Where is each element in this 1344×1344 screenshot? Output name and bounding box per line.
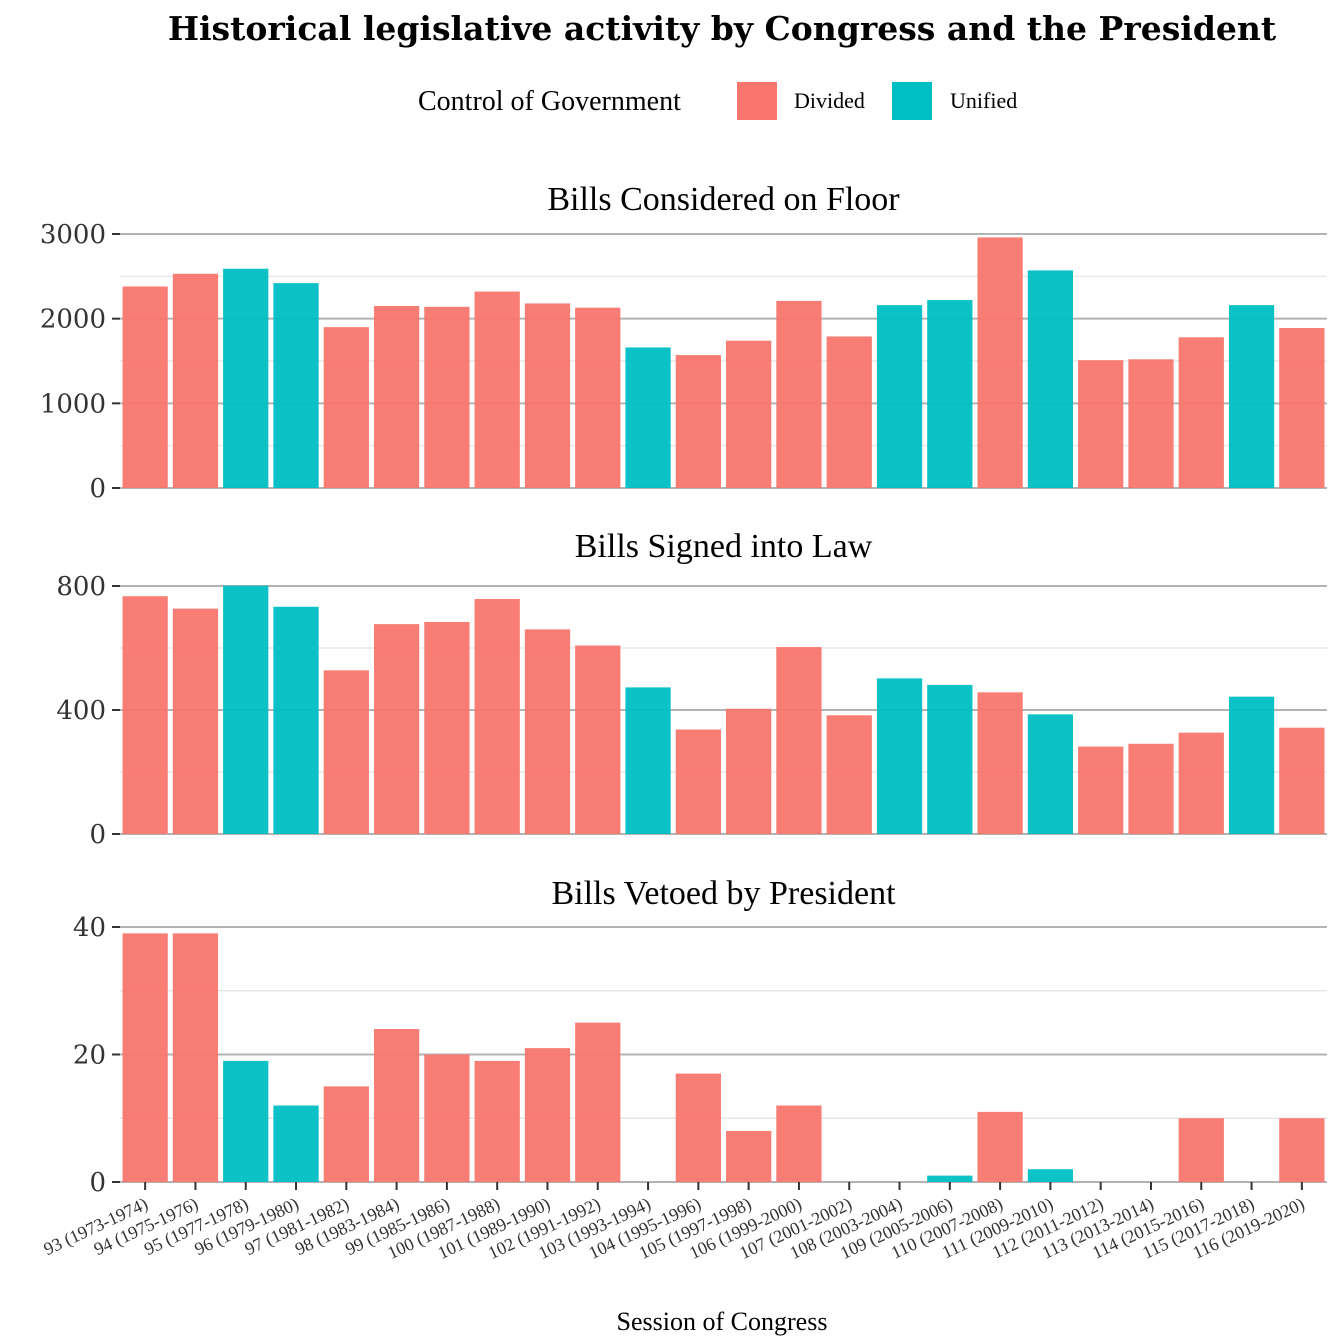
bar-2-14 [776, 647, 822, 834]
bar-2-5 [323, 670, 369, 834]
bar-1-22 [1178, 337, 1224, 488]
legend-label-divided: Divided [794, 88, 865, 113]
panel-title-1: Bills Considered on Floor [547, 181, 900, 218]
bar-2-11 [625, 687, 671, 834]
bar-2-15 [826, 715, 872, 834]
bar-1-14 [776, 300, 822, 488]
chart-title: Historical legislative activity by Congr… [168, 9, 1277, 48]
bar-3-7 [424, 1054, 470, 1182]
bar-1-4 [273, 283, 319, 488]
panel-title-3: Bills Vetoed by President [551, 875, 896, 912]
panels: Bills Considered on Floor0100020003000Bi… [40, 181, 1327, 1198]
bar-1-20 [1078, 360, 1124, 488]
bar-2-10 [575, 645, 621, 834]
legend: Control of Government Divided Unified [418, 82, 1017, 120]
bar-1-24 [1279, 327, 1325, 488]
bar-2-19 [1027, 714, 1074, 834]
panel-3: Bills Vetoed by President 0 20 40 [73, 875, 1327, 1198]
x-axis-label: Session of Congress [617, 1307, 828, 1336]
bar-2-12 [675, 729, 721, 834]
bar-2-16 [876, 678, 923, 834]
bar-1-19 [1027, 270, 1074, 488]
bar-1-13 [726, 340, 772, 488]
x-axis: 93 (1973-1974)94 (1975-1976)95 (1977-197… [40, 1182, 1308, 1264]
bar-1-1 [122, 286, 168, 488]
bar-3-19 [1027, 1169, 1074, 1182]
bar-3-22 [1178, 1118, 1224, 1182]
bar-3-6 [373, 1029, 420, 1182]
bar-2-2 [172, 608, 219, 834]
bar-1-11 [625, 347, 671, 488]
bar-1-9 [524, 303, 571, 488]
bar-2-7 [424, 621, 470, 834]
bar-1-17 [927, 300, 973, 488]
bar-2-20 [1078, 746, 1124, 834]
bar-3-9 [524, 1048, 571, 1182]
bar-3-24 [1279, 1118, 1325, 1182]
bar-1-6 [373, 305, 420, 488]
bar-2-9 [524, 629, 571, 834]
bar-2-23 [1228, 696, 1275, 834]
bar-3-17 [927, 1175, 973, 1182]
bar-1-18 [977, 237, 1023, 488]
y-tick-label: 40 [73, 913, 106, 943]
bar-2-3 [223, 585, 269, 834]
legend-title: Control of Government [418, 86, 681, 117]
y-tick-label: 3000 [40, 220, 106, 250]
bar-3-5 [323, 1086, 369, 1182]
y-tick-label: 0 [89, 474, 106, 504]
bar-3-8 [474, 1060, 520, 1182]
bar-1-12 [675, 355, 721, 488]
bar-3-14 [776, 1105, 822, 1182]
y-tick-label: 20 [73, 1041, 106, 1071]
bar-3-12 [675, 1073, 721, 1182]
bar-2-6 [373, 624, 420, 834]
bar-1-21 [1128, 359, 1174, 488]
bar-1-8 [474, 291, 520, 488]
bar-1-7 [424, 306, 470, 488]
bar-2-17 [927, 684, 973, 834]
bar-1-16 [876, 305, 923, 488]
bar-2-8 [474, 599, 520, 834]
bar-2-18 [977, 692, 1023, 834]
bar-3-1 [122, 933, 168, 1182]
legend-swatch-unified [892, 82, 932, 120]
bar-2-22 [1178, 732, 1224, 834]
legend-label-unified: Unified [950, 88, 1017, 113]
y-tick-label: 0 [89, 1168, 106, 1198]
bar-1-2 [172, 273, 219, 488]
bar-3-2 [172, 933, 219, 1182]
bar-2-21 [1128, 743, 1174, 834]
y-tick-label: 1000 [40, 389, 106, 419]
bar-1-3 [223, 268, 269, 488]
bar-1-5 [323, 327, 369, 488]
bar-3-10 [575, 1022, 621, 1182]
bar-2-24 [1279, 727, 1325, 834]
bar-1-10 [575, 307, 621, 488]
bar-2-4 [273, 606, 319, 834]
bar-2-13 [726, 708, 772, 834]
bar-3-4 [273, 1105, 319, 1182]
bar-3-13 [726, 1131, 772, 1182]
bar-2-1 [122, 596, 168, 834]
y-tick-label: 2000 [40, 305, 106, 335]
panel-2: Bills Signed into Law 0 400 800 [56, 528, 1327, 850]
y-tick-label: 400 [56, 696, 106, 726]
y-tick-label: 800 [56, 572, 106, 602]
bar-3-3 [223, 1060, 269, 1182]
bar-1-15 [826, 336, 872, 488]
y-tick-label: 0 [89, 820, 106, 850]
bar-1-23 [1228, 305, 1275, 488]
panel-title-2: Bills Signed into Law [575, 528, 873, 565]
bar-3-18 [977, 1111, 1023, 1182]
legend-swatch-divided [737, 82, 777, 120]
panel-1: Bills Considered on Floor 0 1000 2000 3000 [40, 181, 1327, 504]
